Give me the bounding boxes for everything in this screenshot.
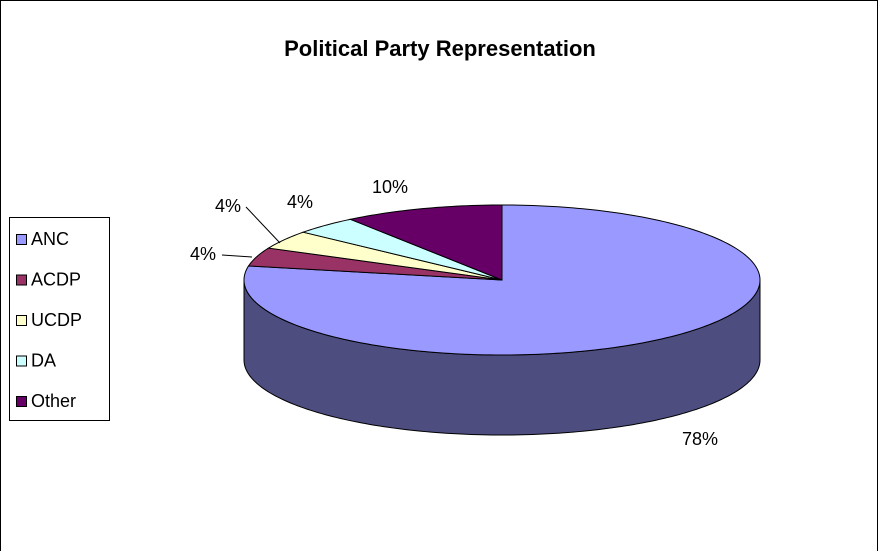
pie-slice [247,247,503,281]
pie-slice [267,231,503,281]
legend-label: Other [31,391,76,411]
legend-swatch [16,355,27,367]
legend-label: ACDP [31,269,81,289]
legend-label: DA [31,350,56,370]
data-label: 4% [215,196,241,216]
legend-label: ANC [31,229,69,249]
pie-slice [348,204,503,281]
legend-label: UCDP [31,310,82,330]
data-label: 78% [682,429,718,449]
legend-swatch [16,274,27,286]
leader-line [221,254,253,258]
data-label: 4% [287,192,313,212]
data-label: 4% [190,244,216,264]
legend-swatch [16,396,27,407]
leader-line [245,206,281,244]
legend-swatch [16,315,27,326]
data-label: 10% [372,177,408,197]
chart-title: Political Party Representation [284,36,596,61]
legend-swatch [16,234,27,245]
pie-slice [301,218,503,281]
